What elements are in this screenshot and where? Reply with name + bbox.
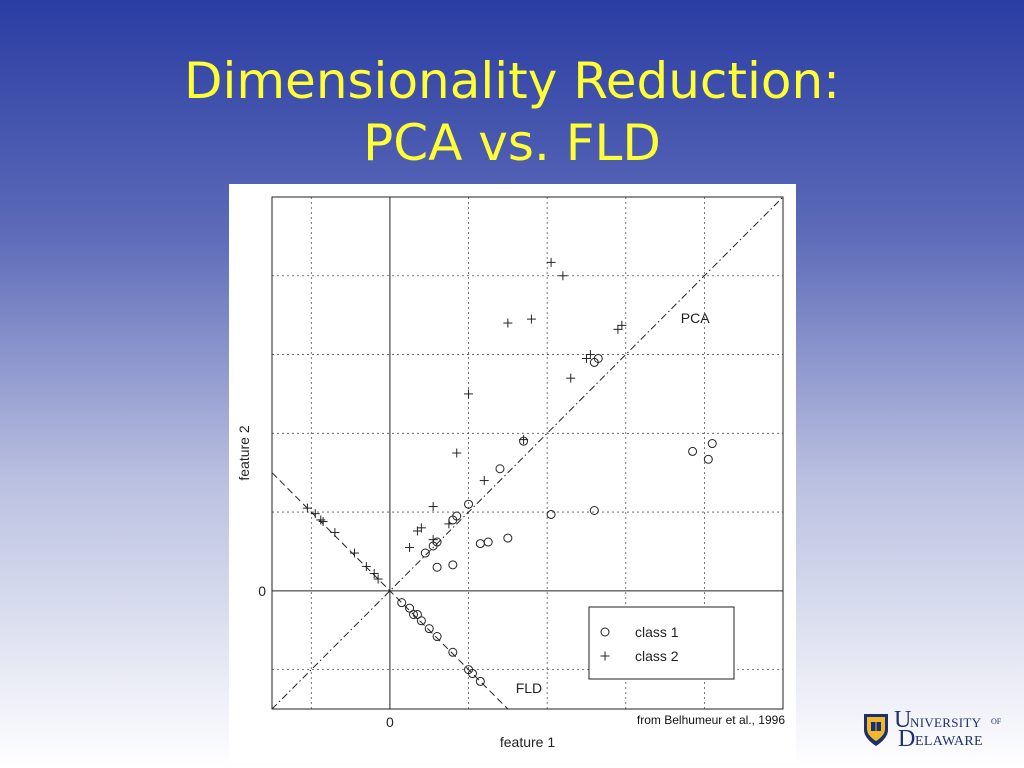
class-2-point <box>361 561 371 571</box>
class-1-point <box>420 548 430 558</box>
class-2-point <box>464 389 474 399</box>
class-2-point <box>373 574 383 584</box>
class-1-point <box>703 454 713 464</box>
logo-word-delaware: ELAWARE <box>915 734 983 749</box>
class-2-point <box>479 476 489 486</box>
class-2-point <box>330 528 340 538</box>
class-1-point <box>409 609 419 619</box>
class-2-point <box>416 523 426 533</box>
class-2-point <box>369 569 379 579</box>
fld-line <box>271 472 509 710</box>
class-2-point <box>613 324 623 334</box>
class-1-point <box>503 533 513 543</box>
class-2-point <box>428 502 438 512</box>
class-2-point <box>558 271 568 281</box>
axis-labels: 0 0 feature 1 feature 2 <box>236 425 555 750</box>
scatter-figure: PCA FLD 0 0 feature 1 feature 2 class 1 class… <box>229 184 796 762</box>
class-2-point <box>503 318 513 328</box>
pca-line <box>271 196 784 710</box>
class-1-point <box>495 464 505 474</box>
class-2-point <box>546 257 556 267</box>
class-1-point <box>593 353 603 363</box>
class-1-point <box>397 598 407 608</box>
class-2-point <box>318 517 328 527</box>
class-2-point <box>585 350 595 360</box>
class-2-point <box>428 535 438 545</box>
logo-initial-d: D <box>898 726 916 752</box>
university-seal-icon <box>864 714 888 746</box>
title-line-2: PCA vs. FLD <box>363 114 661 172</box>
class-1-point <box>483 537 493 547</box>
class-2-point <box>316 515 326 525</box>
logo-initial-u: U <box>894 707 912 733</box>
legend-marker-class-2 <box>600 651 610 661</box>
data-points <box>302 257 717 686</box>
class-2-point <box>581 353 591 363</box>
class-1-point <box>589 506 599 516</box>
slide-title: Dimensionality Reduction: PCA vs. FLD <box>0 50 1024 174</box>
class-1-point <box>546 509 556 519</box>
class-2-point <box>526 314 536 324</box>
class-2-point <box>566 373 576 383</box>
figure-credit: from Belhumeur et al., 1996 <box>636 713 785 727</box>
y-tick-label: 0 <box>258 583 266 599</box>
class-1-point <box>467 669 477 679</box>
class-2-point <box>452 448 462 458</box>
university-logo: U NIVERSITY OF D ELAWARE <box>860 708 1010 754</box>
class-2-point <box>519 435 529 445</box>
class-1-point <box>448 560 458 570</box>
legend-marker-class-1 <box>600 627 610 637</box>
legend-box <box>588 606 735 680</box>
x-tick-label: 0 <box>386 714 394 730</box>
fld-line-label: FLD <box>516 680 542 696</box>
class-2-point <box>302 503 312 513</box>
legend-label-class-1: class 1 <box>635 624 679 640</box>
pca-line-label: PCA <box>681 310 710 326</box>
title-line-1: Dimensionality Reduction: <box>183 52 841 110</box>
class-1-point <box>688 446 698 456</box>
class-1-point <box>412 609 422 619</box>
legend-label-class-2: class 2 <box>635 648 679 664</box>
class-2-point <box>350 548 360 558</box>
class-1-point <box>452 511 462 521</box>
class-1-point <box>707 439 717 449</box>
x-axis-label: feature 1 <box>500 734 555 750</box>
legend: class 1 class 2 <box>588 606 735 680</box>
plot-frame <box>271 196 784 710</box>
class-1-point <box>432 632 442 642</box>
class-2-point <box>405 543 415 553</box>
class-1-point <box>416 616 426 626</box>
class-1-point <box>448 647 458 657</box>
logo-word-of: OF <box>991 717 1002 726</box>
logo-word-university: NIVERSITY <box>910 715 982 730</box>
y-axis-label: feature 2 <box>236 425 252 480</box>
class-2-point <box>444 519 454 529</box>
projection-lines: PCA FLD <box>271 196 784 710</box>
class-1-point <box>475 676 485 686</box>
class-1-point <box>424 624 434 634</box>
class-1-point <box>405 603 415 613</box>
class-1-point <box>464 499 474 509</box>
class-2-point <box>310 509 320 519</box>
class-1-point <box>432 562 442 572</box>
class-2-point <box>617 320 627 330</box>
class-1-point <box>475 539 485 549</box>
grid-lines <box>271 196 784 710</box>
